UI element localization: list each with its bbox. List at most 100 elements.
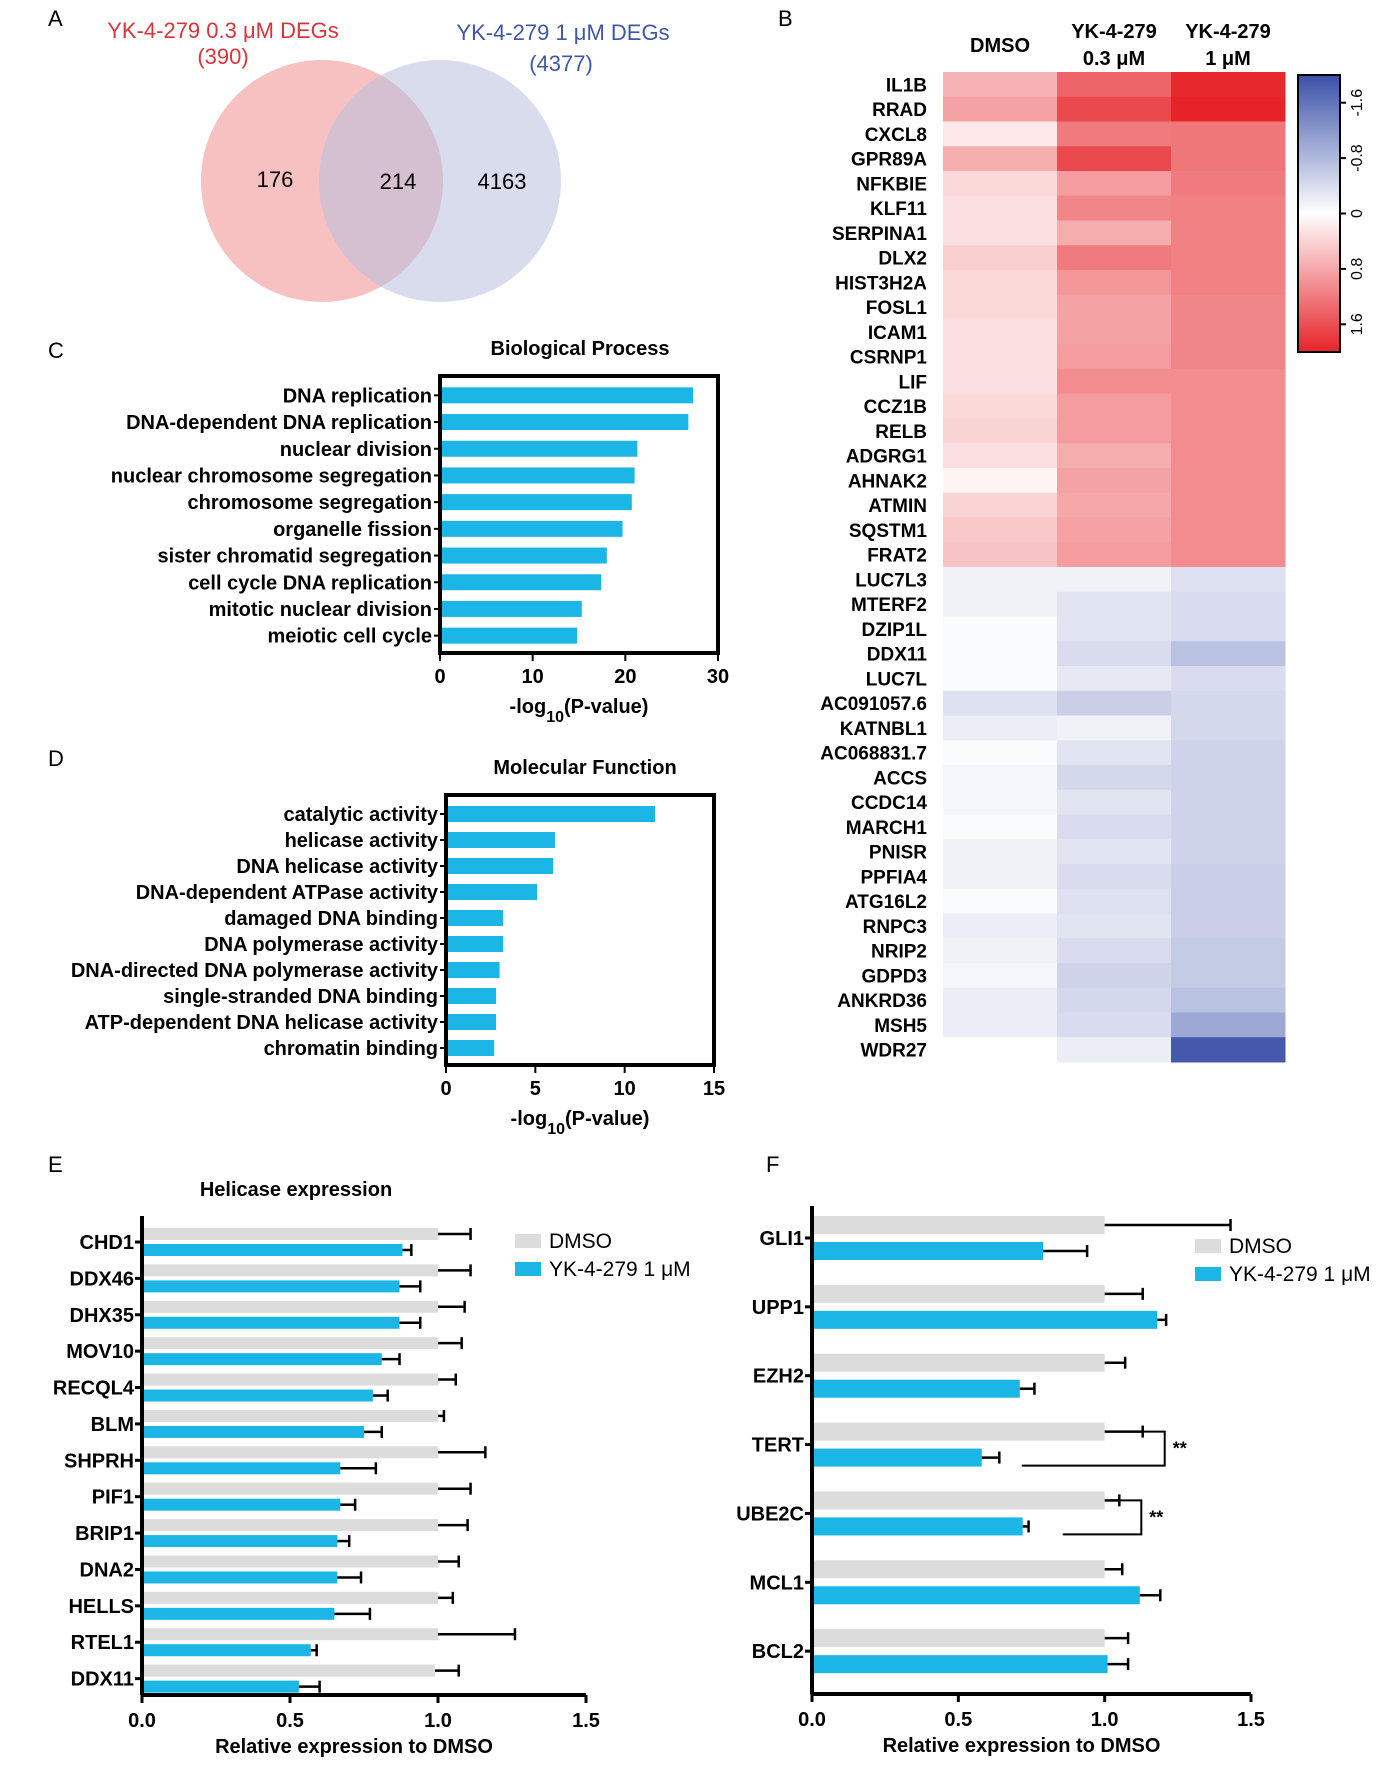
heatmap-row-label: RRAD	[872, 100, 927, 121]
plot-frame	[438, 374, 720, 655]
panel-label-f: F	[766, 1152, 779, 1177]
heatmap-column-label: YK-4-279	[1071, 21, 1157, 43]
plot-frame	[444, 793, 716, 1067]
venn-right-title: YK-4-279 1 μM DEGs	[456, 20, 669, 45]
category-label: MCL1	[750, 1572, 804, 1594]
category-label: PIF1	[92, 1487, 134, 1509]
colorbar-tick-label: -0.8	[1349, 144, 1366, 172]
heatmap-cell	[943, 171, 1058, 197]
venn-diagram: YK-4-279 0.3 μM DEGs (390) YK-4-279 1 μM…	[107, 18, 670, 302]
chart-title: Molecular Function	[493, 757, 676, 779]
heatmap-cell	[1171, 789, 1286, 815]
heatmap-cell	[943, 1012, 1058, 1038]
heatmap-cell	[943, 864, 1058, 890]
heatmap-cell	[1171, 294, 1286, 320]
bar-treatment	[142, 1425, 364, 1438]
heatmap-row-label: AC068831.7	[820, 744, 927, 765]
heatmap-cell	[943, 567, 1058, 593]
heatmap-cell	[943, 517, 1058, 543]
heatmap-cell	[1057, 839, 1172, 865]
bar-treatment	[812, 1517, 1023, 1536]
heatmap-row-label: ICAM1	[868, 323, 928, 344]
heatmap-cell	[1171, 517, 1286, 543]
heatmap-cell	[1057, 468, 1172, 494]
bar-treatment	[142, 1244, 403, 1256]
go-bar	[440, 574, 602, 591]
heatmap-cell	[943, 888, 1058, 914]
category-label: DNA-directed DNA polymerase activity	[71, 960, 439, 982]
category-label: helicase activity	[285, 830, 439, 852]
heatmap-cell	[1057, 1012, 1172, 1038]
x-tick-label: 5	[530, 1078, 541, 1100]
heatmap-row-label: CCDC14	[851, 793, 927, 814]
bar-treatment	[812, 1242, 1044, 1260]
chart-title: Helicase expression	[200, 1179, 392, 1201]
heatmap-cell	[1171, 270, 1286, 296]
heatmap-cell	[943, 963, 1058, 989]
category-label: organelle fission	[273, 519, 432, 541]
x-tick-label: 0.0	[128, 1710, 156, 1732]
heatmap-row-label: DZIP1L	[862, 620, 928, 641]
x-axis-label: -log10(P-value)	[510, 696, 649, 726]
heatmap-row-label: AHNAK2	[848, 471, 927, 492]
x-axis-label: Relative expression to DMSO	[215, 1736, 493, 1758]
bar-control	[812, 1629, 1105, 1648]
heatmap-row-label: PPFIA4	[860, 867, 927, 888]
heatmap-cell	[1171, 591, 1286, 617]
heatmap-cell	[1057, 220, 1172, 246]
heatmap: DMSO YK-4-279 0.3 μM YK-4-279 1 μM IL1B RRAD CX…	[820, 21, 1366, 1063]
bar-control	[142, 1628, 438, 1641]
heatmap-row-label: MSH5	[874, 1016, 927, 1037]
heatmap-cell	[1057, 567, 1172, 593]
heatmap-cell	[943, 369, 1058, 395]
heatmap-cell	[1171, 963, 1286, 989]
go-bar	[446, 936, 504, 952]
heatmap-row-label: DDX11	[867, 645, 928, 666]
heatmap-cell	[1171, 740, 1286, 766]
heatmap-cell	[943, 443, 1058, 469]
heatmap-row-label: SQSTM1	[849, 521, 928, 542]
bar-control	[812, 1284, 1105, 1303]
heatmap-cell	[1171, 443, 1286, 469]
heatmap-cell	[943, 492, 1058, 518]
heatmap-cell	[1171, 468, 1286, 494]
x-tick-label: 0.0	[798, 1709, 826, 1731]
heatmap-cell	[1171, 319, 1286, 345]
heatmap-cell	[1057, 319, 1172, 345]
category-label: single-stranded DNA binding	[163, 986, 438, 1008]
go-bar	[446, 988, 497, 1004]
heatmap-cell	[943, 740, 1058, 766]
heatmap-cell	[1057, 789, 1172, 815]
heatmap-cell	[1057, 245, 1172, 271]
bar-control	[142, 1264, 438, 1277]
heatmap-cell	[1171, 195, 1286, 221]
heatmap-cell	[943, 220, 1058, 246]
legend-swatch	[515, 1234, 541, 1248]
go-bar	[440, 387, 693, 404]
panel-label-e: E	[48, 1152, 63, 1177]
heatmap-row-label: DLX2	[878, 249, 927, 270]
x-axis-label: -log10(P-value)	[511, 1108, 650, 1138]
legend-swatch	[515, 1262, 541, 1276]
heatmap-row-label: ADGRG1	[846, 447, 928, 468]
heatmap-row-label: GPR89A	[851, 150, 927, 171]
heatmap-row-label: ANKRD36	[837, 991, 927, 1012]
category-label: mitotic nuclear division	[209, 599, 432, 621]
mf-bar-chart: Molecular Function catalytic activity heli…	[71, 757, 725, 1138]
heatmap-cell	[943, 913, 1058, 939]
bp-bar-chart: Biological Process DNA replication DNA-dep…	[111, 338, 729, 726]
heatmap-row-label: CCZ1B	[864, 397, 927, 418]
heatmap-cell	[1057, 1037, 1172, 1063]
colorbar-tick-label: 0.8	[1349, 258, 1366, 280]
category-label: RECQL4	[53, 1378, 135, 1400]
heatmap-cell	[1057, 666, 1172, 692]
heatmap-cell	[943, 245, 1058, 271]
heatmap-row-label: AC091057.6	[820, 694, 927, 715]
heatmap-cell	[1171, 393, 1286, 419]
heatmap-cell	[1171, 814, 1286, 840]
heatmap-row-label: KLF11	[870, 199, 927, 220]
heatmap-cell	[943, 839, 1058, 865]
bar-control	[812, 1422, 1105, 1441]
x-tick-label: 0.5	[276, 1710, 304, 1732]
